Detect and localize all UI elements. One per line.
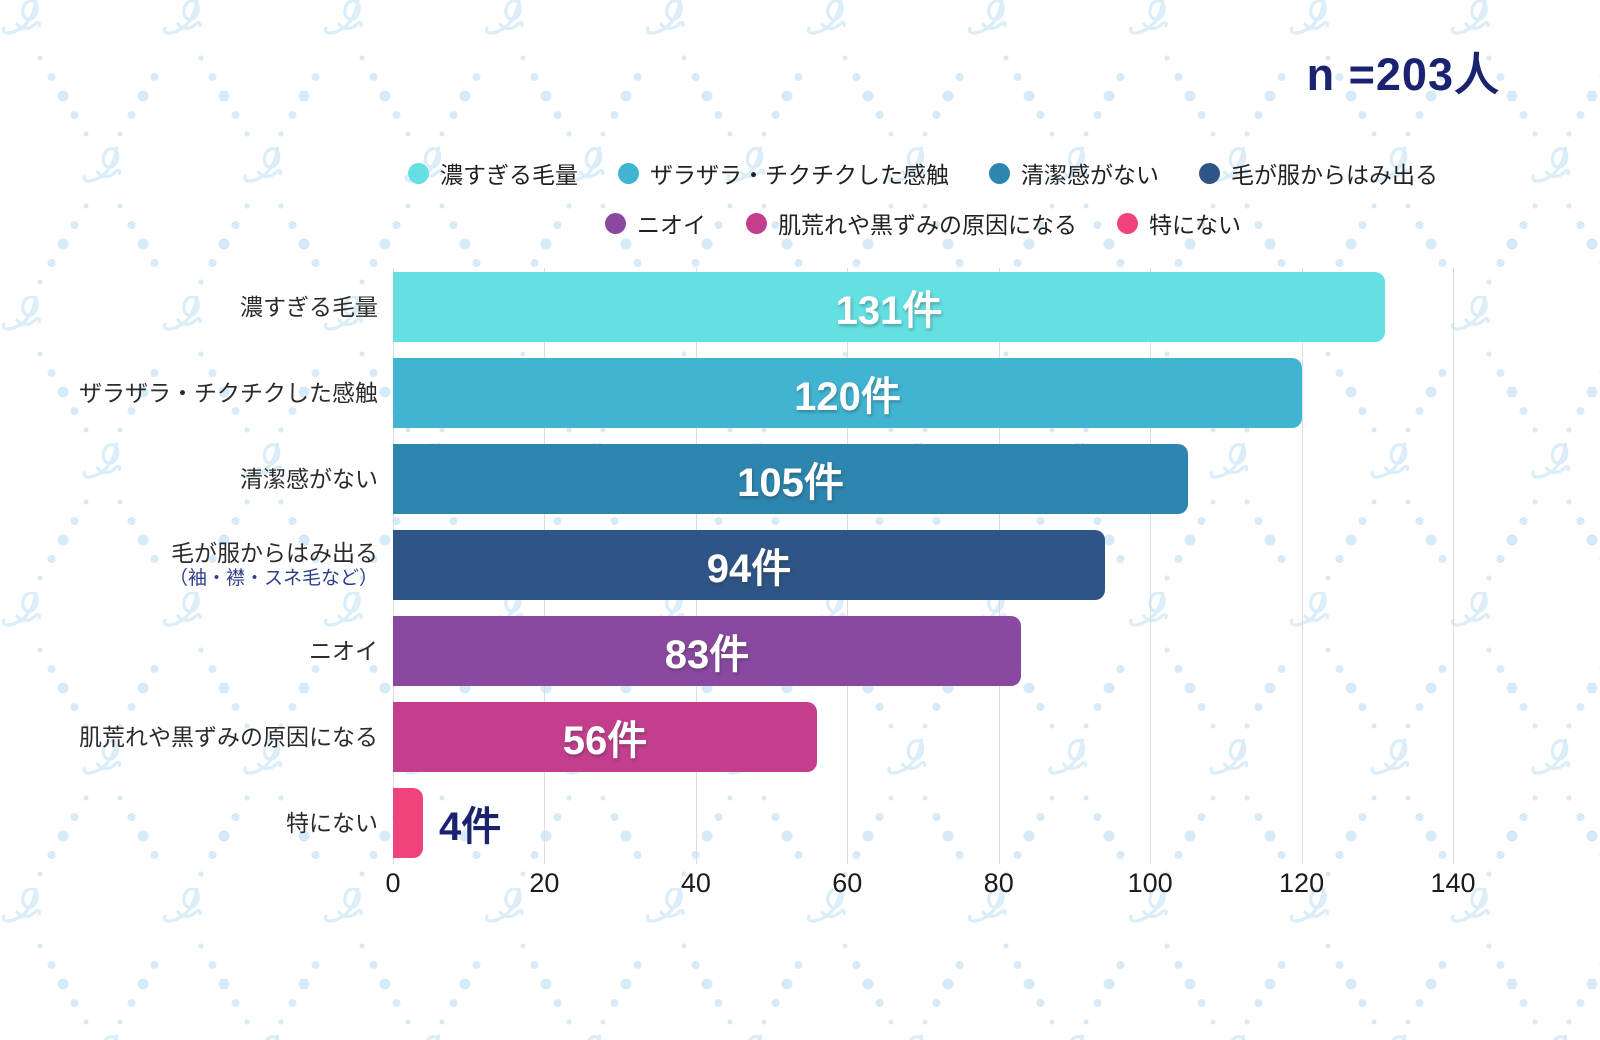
legend-dot-icon	[408, 162, 429, 184]
legend-row: ニオイ 肌荒れや黒ずみの原因になる 特にない	[605, 206, 1241, 240]
bar-value-label: 83件	[664, 633, 750, 677]
legend-dot-icon	[618, 162, 639, 184]
legend-item: 清潔感がない	[989, 156, 1159, 190]
x-tick-label: 20	[529, 868, 560, 898]
legend-dot-icon	[605, 212, 626, 234]
gridline	[1150, 268, 1152, 864]
x-tick-label: 100	[1127, 868, 1173, 898]
legend-label: ザラザラ・チクチクした感触	[650, 162, 949, 188]
x-tick-label: 140	[1430, 868, 1476, 898]
legend-label: 特にない	[1149, 212, 1241, 238]
category-label: 清潔感がない	[0, 444, 378, 514]
gridline	[1301, 268, 1303, 864]
gridline	[1453, 268, 1454, 864]
category-label: 肌荒れや黒ずみの原因になる	[0, 702, 378, 772]
bar-value-label: 131件	[835, 289, 943, 333]
category-label: ザラザラ・チクチクした感触	[0, 358, 378, 428]
category-label: 濃すぎる毛量	[0, 272, 378, 342]
bar: 83件	[393, 616, 1021, 686]
category-label-text: 特にない	[286, 809, 378, 836]
bar: 120件	[393, 358, 1302, 428]
category-label: 特にない	[0, 788, 378, 858]
legend-dot-icon	[1199, 162, 1220, 184]
bar: 56件	[393, 702, 817, 772]
category-label: ニオイ	[0, 616, 378, 686]
x-tick-label: 60	[832, 868, 863, 898]
legend-label: 毛が服からはみ出る	[1231, 162, 1438, 188]
x-tick-label: 80	[983, 868, 1014, 898]
bar: 131件	[393, 272, 1385, 342]
bar-value-label: 94件	[706, 547, 792, 591]
legend-dot-icon	[989, 162, 1010, 184]
legend-row: 濃すぎる毛量 ザラザラ・チクチクした感触 清潔感がない 毛が服からはみ出る	[408, 156, 1438, 190]
bar-value-label: 4件	[439, 805, 502, 849]
category-label-text: 濃すぎる毛量	[240, 293, 378, 320]
chart-legend: 濃すぎる毛量 ザラザラ・チクチクした感触 清潔感がない 毛が服からはみ出るニオイ 肌荒れ…	[393, 156, 1453, 240]
legend-item: ニオイ	[605, 206, 706, 240]
legend-item: ザラザラ・チクチクした感触	[618, 156, 949, 190]
bar: 94件	[393, 530, 1105, 600]
bar-row: 56件 肌荒れや黒ずみの原因になる	[0, 702, 1600, 772]
bar-row: 120件 ザラザラ・チクチクした感触	[0, 358, 1600, 428]
x-tick-label: 0	[385, 868, 401, 898]
legend-item: 毛が服からはみ出る	[1199, 156, 1438, 190]
category-label-text: ニオイ	[309, 637, 378, 664]
category-label-text: 清潔感がない	[240, 465, 378, 492]
bar: 105件	[393, 444, 1188, 514]
bar-value-label: 120件	[794, 375, 901, 419]
legend-dot-icon	[746, 212, 767, 234]
bar-row: 131件 濃すぎる毛量	[0, 272, 1600, 342]
x-tick-label: 40	[680, 868, 711, 898]
legend-item: 濃すぎる毛量	[408, 156, 578, 190]
x-tick-label: 120	[1279, 868, 1325, 898]
category-label-text: 肌荒れや黒ずみの原因になる	[79, 723, 378, 750]
bar	[393, 788, 423, 858]
bar-row: 94件 毛が服からはみ出る （袖・襟・スネ毛など）	[0, 530, 1600, 600]
bar-value-label: 105件	[737, 461, 844, 505]
legend-label: 肌荒れや黒ずみの原因になる	[778, 212, 1077, 238]
bar-row: 4件 特にない	[0, 788, 1600, 858]
bar-row: 83件 ニオイ	[0, 616, 1600, 686]
bar-value-label: 56件	[562, 719, 648, 763]
legend-item: 特にない	[1117, 206, 1241, 240]
bar-row: 105件 清潔感がない	[0, 444, 1600, 514]
legend-label: 清潔感がない	[1021, 162, 1159, 188]
legend-label: ニオイ	[637, 212, 706, 238]
legend-dot-icon	[1117, 212, 1138, 234]
category-label-text: ザラザラ・チクチクした感触	[79, 379, 378, 406]
legend-item: 肌荒れや黒ずみの原因になる	[746, 206, 1077, 240]
legend-label: 濃すぎる毛量	[440, 162, 578, 188]
category-sublabel: （袖・襟・スネ毛など）	[168, 567, 378, 589]
sample-size-label: n =203人	[1306, 49, 1500, 100]
category-label: 毛が服からはみ出る （袖・襟・スネ毛など）	[0, 530, 378, 600]
category-label-text: 毛が服からはみ出る	[171, 540, 378, 567]
